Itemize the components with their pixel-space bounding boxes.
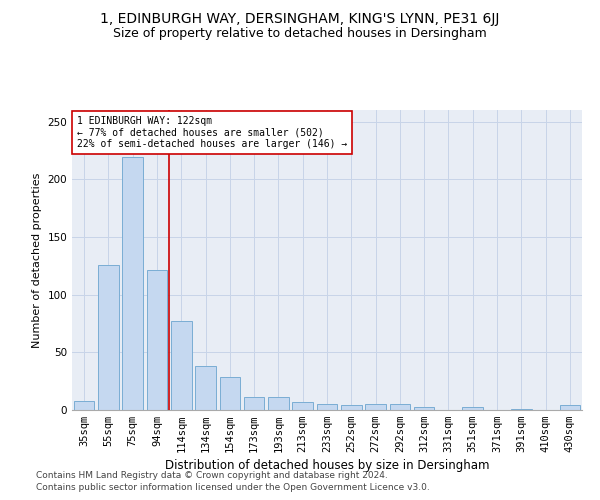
- Text: 1, EDINBURGH WAY, DERSINGHAM, KING'S LYNN, PE31 6JJ: 1, EDINBURGH WAY, DERSINGHAM, KING'S LYN…: [100, 12, 500, 26]
- Y-axis label: Number of detached properties: Number of detached properties: [32, 172, 42, 348]
- Bar: [122, 158, 143, 410]
- X-axis label: Distribution of detached houses by size in Dersingham: Distribution of detached houses by size …: [165, 460, 489, 472]
- Bar: [317, 404, 337, 410]
- Text: 1 EDINBURGH WAY: 122sqm
← 77% of detached houses are smaller (502)
22% of semi-d: 1 EDINBURGH WAY: 122sqm ← 77% of detache…: [77, 116, 347, 149]
- Text: Size of property relative to detached houses in Dersingham: Size of property relative to detached ho…: [113, 28, 487, 40]
- Bar: [341, 406, 362, 410]
- Bar: [146, 270, 167, 410]
- Bar: [195, 366, 216, 410]
- Bar: [268, 398, 289, 410]
- Bar: [244, 398, 265, 410]
- Bar: [74, 401, 94, 410]
- Bar: [171, 321, 191, 410]
- Bar: [98, 264, 119, 410]
- Bar: [220, 376, 240, 410]
- Bar: [560, 406, 580, 410]
- Bar: [414, 406, 434, 410]
- Bar: [511, 409, 532, 410]
- Bar: [365, 404, 386, 410]
- Bar: [292, 402, 313, 410]
- Bar: [463, 406, 483, 410]
- Text: Contains public sector information licensed under the Open Government Licence v3: Contains public sector information licen…: [36, 484, 430, 492]
- Text: Contains HM Land Registry data © Crown copyright and database right 2024.: Contains HM Land Registry data © Crown c…: [36, 471, 388, 480]
- Bar: [389, 404, 410, 410]
